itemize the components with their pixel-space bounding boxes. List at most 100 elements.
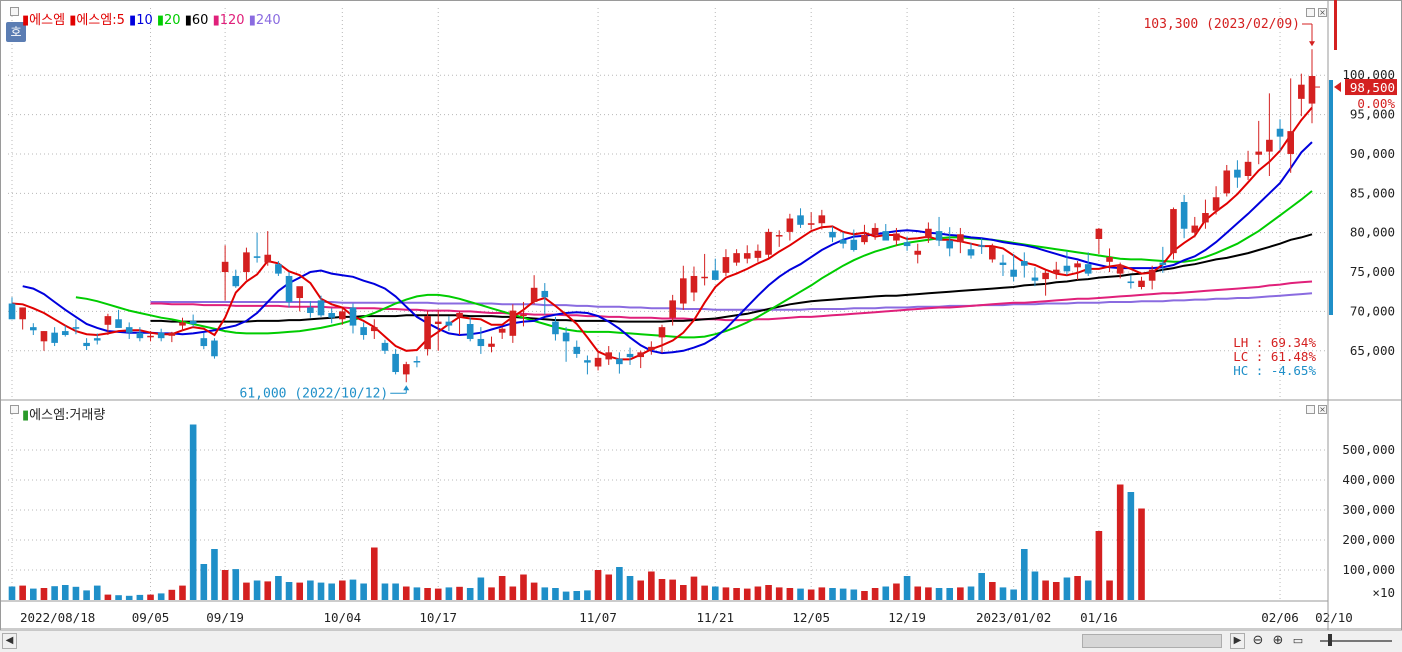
volume-tick-label: 300,000 bbox=[1342, 502, 1395, 517]
volume-bar bbox=[1138, 508, 1145, 600]
price-tick-label: 75,000 bbox=[1350, 264, 1395, 279]
ma120-line bbox=[150, 280, 1313, 322]
candle-body bbox=[1063, 265, 1071, 272]
candle-body bbox=[424, 316, 431, 350]
max-arrow-icon bbox=[1309, 41, 1315, 47]
volume-bar bbox=[648, 571, 655, 600]
candle-body bbox=[935, 231, 943, 241]
candle-body bbox=[370, 327, 378, 332]
volume-bar bbox=[530, 582, 538, 600]
candle-body bbox=[584, 360, 591, 363]
volume-legend-label: 에스엠:거래량 bbox=[29, 408, 106, 423]
volume-bar bbox=[946, 588, 954, 600]
candle-body bbox=[19, 307, 26, 320]
volume-panel-minimize-icon[interactable] bbox=[1306, 405, 1315, 414]
zoom-slider-handle[interactable] bbox=[1328, 634, 1332, 646]
volume-bar bbox=[275, 576, 282, 600]
scroll-left-icon[interactable]: ◀ bbox=[2, 633, 17, 649]
date-tick-label: 2022/08/18 bbox=[20, 610, 95, 625]
volume-bar bbox=[935, 588, 943, 600]
volume-panel-menu-icon[interactable] bbox=[10, 405, 19, 414]
zoom-reset-icon[interactable]: ▭ bbox=[1292, 634, 1304, 647]
candle-body bbox=[1180, 201, 1188, 229]
price-panel-close-icon[interactable]: × bbox=[1318, 8, 1327, 17]
candle-body bbox=[797, 215, 804, 225]
candle-body bbox=[307, 307, 314, 313]
volume-bar bbox=[765, 585, 772, 600]
volume-bar bbox=[370, 547, 378, 600]
scroll-right-icon[interactable]: ▶ bbox=[1230, 633, 1245, 649]
stock-chart[interactable]: 100,000 95,000 90,000 85,000 80,000 75,000 70,… bbox=[0, 0, 1402, 630]
volume-bar bbox=[562, 591, 570, 600]
price-tick-label: 100,000 bbox=[1342, 67, 1395, 82]
quote-badge[interactable]: 호 bbox=[6, 22, 26, 42]
candle-body bbox=[530, 287, 538, 302]
volume-bar bbox=[1084, 580, 1092, 600]
candle-body bbox=[349, 307, 357, 326]
candle-body bbox=[1116, 264, 1124, 274]
volume-bar bbox=[434, 588, 442, 600]
volume-bar bbox=[680, 585, 687, 600]
scroll-thumb[interactable] bbox=[1082, 634, 1222, 648]
candle-body bbox=[818, 215, 826, 224]
zoom-slider[interactable] bbox=[1320, 640, 1392, 642]
volume-bar bbox=[360, 583, 367, 600]
volume-bar bbox=[807, 589, 815, 600]
candle-body bbox=[1298, 84, 1305, 99]
legend-ma240-swatch: ▮ bbox=[248, 13, 256, 28]
volume-bar bbox=[211, 549, 218, 600]
chart-scrollbar[interactable]: ◀ ▶ ⊖ ⊕ ▭ bbox=[0, 630, 1402, 652]
zoom-in-icon[interactable]: ⊕ bbox=[1272, 633, 1284, 648]
date-tick-label: 01/16 bbox=[1080, 610, 1118, 625]
price-panel-minimize-icon[interactable] bbox=[1306, 8, 1315, 17]
volume-bar bbox=[232, 569, 240, 600]
price-tick-label: 85,000 bbox=[1350, 185, 1395, 200]
legend-ma10-swatch: ▮ bbox=[129, 13, 137, 28]
candle-body bbox=[1127, 281, 1135, 284]
volume-bar bbox=[317, 582, 325, 600]
candle-body bbox=[1244, 161, 1252, 176]
volume-bar bbox=[498, 576, 506, 600]
candle-body bbox=[957, 234, 964, 243]
volume-bar bbox=[253, 580, 261, 600]
candle-body bbox=[93, 338, 101, 341]
zoom-out-icon[interactable]: ⊖ bbox=[1252, 633, 1264, 648]
candle-body bbox=[1031, 277, 1039, 281]
range-stat-label: LC : 61.48% bbox=[1233, 349, 1316, 364]
volume-tick-label: 500,000 bbox=[1342, 442, 1395, 457]
candle-body bbox=[733, 253, 740, 263]
candle-body bbox=[40, 331, 48, 342]
candle-body bbox=[1202, 213, 1209, 223]
volume-panel-close-icon[interactable]: × bbox=[1318, 405, 1327, 414]
min-arrow-icon bbox=[403, 385, 410, 391]
candle-body bbox=[967, 249, 975, 256]
candle-body bbox=[850, 239, 858, 250]
volume-bar bbox=[818, 587, 826, 600]
candle-body bbox=[51, 332, 58, 343]
candle-body bbox=[221, 261, 229, 273]
date-tick-label: 02/06 bbox=[1261, 610, 1299, 625]
volume-bar bbox=[989, 582, 996, 600]
candle-body bbox=[1042, 272, 1049, 280]
scroll-track[interactable] bbox=[18, 634, 1078, 648]
candle-body bbox=[1255, 151, 1263, 155]
date-tick-label: 11/07 bbox=[579, 610, 617, 625]
candle-body bbox=[1191, 225, 1199, 233]
max-price-annotation: 103,300 (2023/02/09) bbox=[1143, 17, 1300, 32]
volume-bar bbox=[584, 590, 591, 600]
current-change-label: 0.00% bbox=[1357, 96, 1395, 111]
volume-bar bbox=[61, 585, 69, 600]
price-panel-menu-icon[interactable] bbox=[10, 7, 19, 16]
candle-body bbox=[392, 353, 399, 373]
candle-body bbox=[1074, 263, 1081, 268]
candle-body bbox=[1084, 264, 1092, 274]
volume-unit-label: ×10 bbox=[1372, 585, 1395, 600]
volume-bar bbox=[307, 580, 314, 600]
date-tick-label: 12/19 bbox=[888, 610, 926, 625]
candle-body bbox=[253, 256, 261, 258]
volume-bar bbox=[136, 594, 144, 600]
range-stat-label: LH : 69.34% bbox=[1233, 335, 1316, 350]
candle-body bbox=[861, 235, 868, 243]
candle-body bbox=[509, 310, 517, 336]
ma60-line bbox=[150, 233, 1313, 323]
